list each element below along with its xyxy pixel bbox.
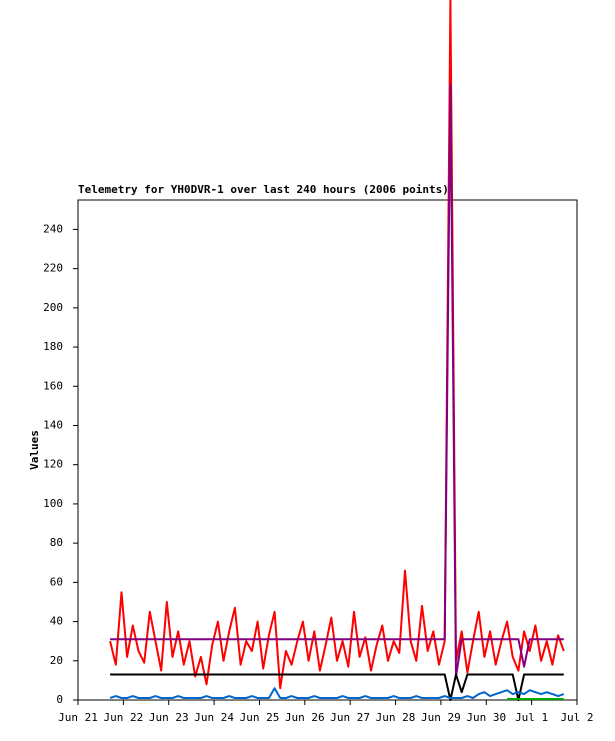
x-tick-label: Jun 21 xyxy=(58,711,98,724)
x-tick-label: Jun 22 xyxy=(103,711,143,724)
y-tick-label: 0 xyxy=(56,693,63,706)
y-tick-label: 140 xyxy=(43,418,63,431)
x-tick-label: Jun 24 xyxy=(194,711,234,724)
plot-frame xyxy=(77,199,578,701)
chart-title: Telemetry for YH0DVR-1 over last 240 hou… xyxy=(78,183,449,196)
x-tick-label: Jun 23 xyxy=(149,711,189,724)
x-tick-label: Jun 28 xyxy=(376,711,416,724)
x-tick-label: Jul 1 xyxy=(515,711,548,724)
y-tick-label: 80 xyxy=(50,536,63,549)
x-tick-label: Jun 27 xyxy=(330,711,370,724)
y-tick-label: 200 xyxy=(43,301,63,314)
y-tick-label: 180 xyxy=(43,340,63,353)
y-tick-label: 40 xyxy=(50,615,63,628)
series-line xyxy=(110,673,564,701)
series-line xyxy=(110,83,564,678)
y-tick-label: 100 xyxy=(43,497,63,510)
series-line xyxy=(109,687,565,699)
y-tick-label: 240 xyxy=(43,222,63,235)
x-tick-label: Jun 29 xyxy=(421,711,461,724)
y-tick-label: 60 xyxy=(50,575,63,588)
y-tick-label: 20 xyxy=(50,654,63,667)
y-tick-label: 120 xyxy=(43,458,63,471)
y-axis-label: Values xyxy=(28,430,41,470)
x-tick-label: Jun 26 xyxy=(285,711,325,724)
y-tick-label: 220 xyxy=(43,262,63,275)
x-tick-label: Jun 30 xyxy=(466,711,506,724)
x-tick-label: Jul 2 xyxy=(560,711,593,724)
x-tick-label: Jun 25 xyxy=(240,711,280,724)
y-tick-label: 160 xyxy=(43,379,63,392)
